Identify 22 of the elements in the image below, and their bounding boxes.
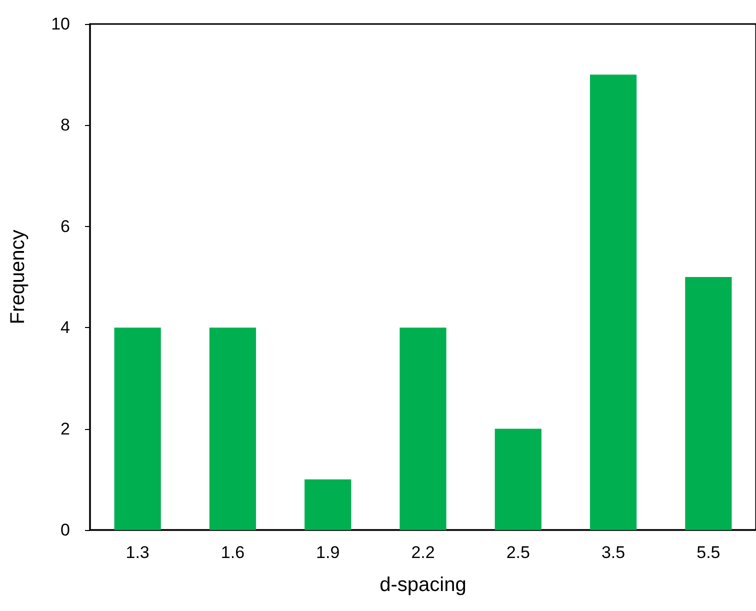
y-tick-label: 10 bbox=[51, 14, 70, 34]
x-axis-title: d-spacing bbox=[380, 574, 466, 596]
bar bbox=[685, 277, 732, 530]
bar bbox=[304, 479, 352, 530]
y-tick-label: 8 bbox=[60, 116, 70, 135]
x-tick-label: 5.5 bbox=[696, 543, 720, 562]
y-tick-label: 6 bbox=[60, 216, 70, 236]
x-tick-label: 1.9 bbox=[316, 543, 340, 562]
y-tick-label: 4 bbox=[60, 318, 70, 338]
bar bbox=[590, 74, 637, 530]
bar bbox=[494, 428, 542, 530]
x-tick-label: 2.5 bbox=[506, 543, 530, 562]
x-tick-label: 1.6 bbox=[220, 543, 245, 562]
bar bbox=[209, 328, 256, 530]
x-tick-label: 1.3 bbox=[126, 543, 150, 562]
y-tick-label: 0 bbox=[60, 520, 70, 540]
bar bbox=[400, 328, 446, 530]
x-tick-label: 3.5 bbox=[601, 543, 626, 562]
y-axis-title: Frequency bbox=[7, 230, 29, 324]
x-tick-label: 2.2 bbox=[411, 543, 435, 562]
y-tick-label: 2 bbox=[60, 419, 70, 438]
bar bbox=[114, 328, 161, 530]
